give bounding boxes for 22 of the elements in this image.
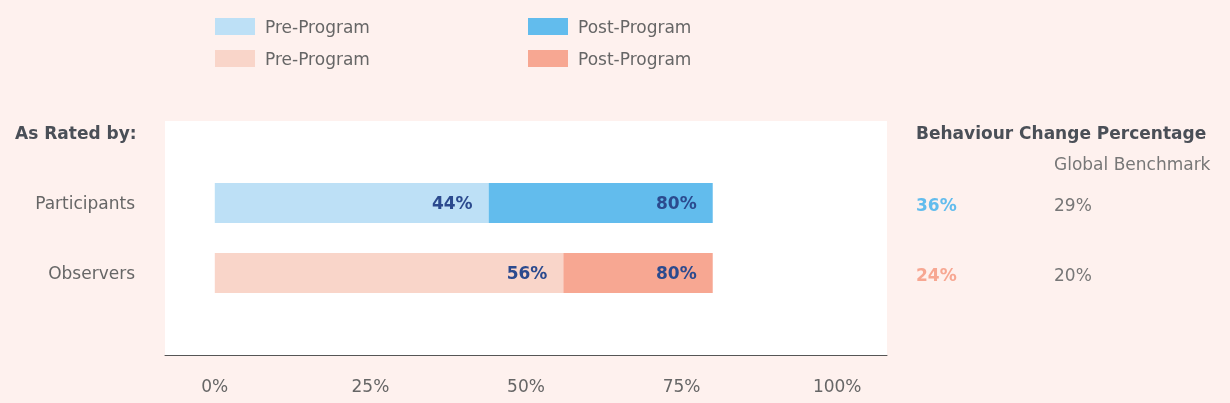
legend-label: Post-Program	[578, 49, 692, 69]
y-tick-label: Participants	[35, 193, 136, 213]
text: 29%	[1054, 195, 1092, 215]
legend-label: Pre-Program	[265, 17, 370, 37]
x-tick-label: 50%	[507, 375, 545, 396]
text: Global Benchmark	[1054, 154, 1211, 174]
data-label: 44%	[431, 193, 473, 213]
text: As Rated by:	[15, 123, 137, 143]
x-tick-label: 100%	[812, 375, 862, 396]
x-tick-label: 75%	[662, 375, 701, 396]
text: 24%	[916, 265, 957, 285]
legend-label: Pre-Program	[265, 49, 370, 69]
text: 36%	[916, 195, 957, 215]
text: Behaviour Change Percentage	[916, 123, 1207, 143]
annotation: 80%	[656, 193, 697, 213]
text: 20%	[1054, 265, 1092, 285]
x-tick-label: 25%	[351, 375, 390, 396]
legend-label: Post-Program	[578, 17, 692, 37]
data-label: 56%	[506, 263, 548, 283]
y-tick-label: Observers	[48, 263, 136, 283]
x-tick-label: 0%	[201, 375, 229, 396]
annotation: 80%	[656, 263, 697, 283]
